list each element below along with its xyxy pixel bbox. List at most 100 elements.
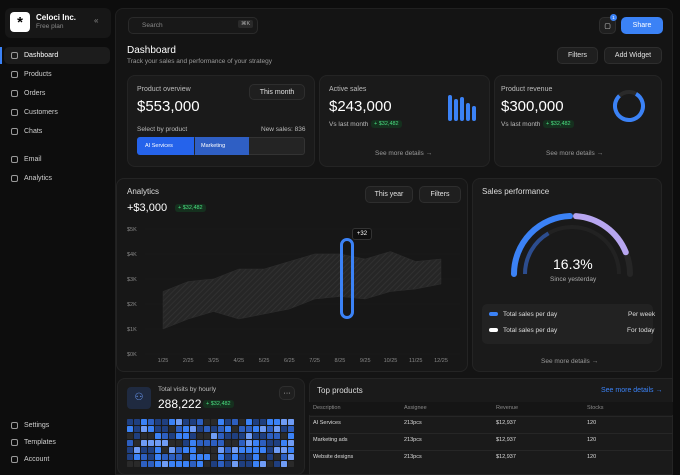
heat-cell <box>169 426 175 432</box>
share-button[interactable]: Share <box>621 17 663 34</box>
heat-cell <box>162 461 168 467</box>
heat-cell <box>134 433 140 439</box>
card-value: 288,222 <box>158 397 202 411</box>
nav-label[interactable]: Analytics <box>24 175 53 182</box>
menu-button[interactable]: ··· <box>279 386 295 400</box>
heat-cell <box>148 461 154 467</box>
heat-cell <box>148 419 154 425</box>
link-text[interactable]: See more details <box>541 358 590 365</box>
nav-item[interactable]: Chats <box>4 123 110 140</box>
link-text[interactable]: See more details <box>601 387 654 394</box>
heat-cell <box>281 454 287 460</box>
heat-cell <box>134 461 140 467</box>
heat-cell <box>267 454 273 460</box>
highlight[interactable] <box>340 238 354 319</box>
nav-icon <box>11 456 18 463</box>
top-products-card <box>309 378 673 475</box>
link[interactable]: See more details → <box>601 387 663 394</box>
nav-label[interactable]: Dashboard <box>24 52 59 59</box>
nav-item[interactable]: Email <box>4 151 110 168</box>
heat-cell <box>246 454 252 460</box>
nav-label[interactable]: Products <box>24 71 52 78</box>
heat-cell <box>162 440 168 446</box>
donut <box>613 90 645 122</box>
link-text[interactable]: See more details <box>546 150 595 157</box>
segment[interactable]: AI Services <box>137 137 194 155</box>
link[interactable]: See more details → <box>541 358 599 365</box>
heat-cell <box>176 419 182 425</box>
visits-icon: ⚇ <box>127 387 151 409</box>
heat-cell <box>253 447 259 453</box>
gauge-arc <box>573 213 629 256</box>
heat-cell <box>134 419 140 425</box>
y-tick-label: $0K <box>127 352 137 358</box>
heat-cell <box>183 447 189 453</box>
filters-button[interactable]: Filters <box>419 186 461 203</box>
heat-cell <box>288 447 294 453</box>
nav-item[interactable]: Settings <box>4 417 110 434</box>
heat-cell <box>218 433 224 439</box>
add-widget-button[interactable]: Add Widget <box>604 47 662 64</box>
nav-icon <box>11 52 18 59</box>
heat-cell <box>141 426 147 432</box>
column-header: Revenue <box>496 405 519 411</box>
heat-cell <box>260 433 266 439</box>
heat-cell <box>197 426 203 432</box>
segment[interactable]: Marketing <box>195 137 249 155</box>
nav-item[interactable]: Customers <box>4 104 110 121</box>
heat-cell <box>281 440 287 446</box>
heat-cell <box>218 426 224 432</box>
period-dropdown[interactable]: This year <box>365 186 413 203</box>
search-box[interactable] <box>128 17 258 34</box>
heat-cell <box>162 454 168 460</box>
nav-item[interactable]: Dashboard <box>4 47 110 64</box>
nav-label[interactable]: Customers <box>24 109 58 116</box>
table-cell: 213pcs <box>404 420 422 426</box>
heat-cell <box>232 433 238 439</box>
link[interactable]: See more details → <box>375 150 433 157</box>
nav-icon <box>11 90 18 97</box>
nav-label[interactable]: Orders <box>24 90 46 97</box>
nav-label[interactable]: Templates <box>24 439 56 446</box>
heat-cell <box>141 461 147 467</box>
heat-cell <box>281 419 287 425</box>
nav-item[interactable]: Templates <box>4 434 110 451</box>
link-text[interactable]: See more details <box>375 150 424 157</box>
nav-label[interactable]: Account <box>24 456 50 463</box>
change-badge: + $32,482 <box>543 120 574 128</box>
mini-bars <box>448 95 476 121</box>
nav-item[interactable]: Account <box>4 451 110 468</box>
heat-cell <box>169 433 175 439</box>
heat-cell <box>127 426 133 432</box>
heat-cell <box>253 440 259 446</box>
heat-cell <box>218 440 224 446</box>
heat-cell <box>141 447 147 453</box>
legend-box <box>482 304 653 344</box>
heat-cell <box>246 433 252 439</box>
logo: * <box>10 12 30 32</box>
table-cell: Marketing ads <box>313 437 348 443</box>
heat-cell <box>127 440 133 446</box>
heat-cell <box>288 440 294 446</box>
filters-button[interactable]: Filters <box>557 47 598 64</box>
nav-item[interactable]: Orders <box>4 85 110 102</box>
nav-item[interactable]: Analytics <box>4 170 110 187</box>
nav-icon <box>11 128 18 135</box>
nav-label[interactable]: Settings <box>24 422 50 429</box>
period-dropdown[interactable]: This month <box>249 84 305 100</box>
heat-cell <box>148 447 154 453</box>
notifications[interactable]: ▢ <box>599 17 616 34</box>
nav-label[interactable]: Email <box>24 156 42 163</box>
heat-cell <box>190 461 196 467</box>
nav-item[interactable]: Products <box>4 66 110 83</box>
link[interactable]: See more details → <box>546 150 604 157</box>
collapse[interactable]: « <box>94 16 99 25</box>
gauge <box>511 213 633 277</box>
nav-label[interactable]: Chats <box>24 128 43 135</box>
x-tick-label: 5/25 <box>259 358 270 364</box>
heatmap <box>127 419 294 467</box>
heat-cell <box>183 419 189 425</box>
heat-cell <box>155 433 161 439</box>
